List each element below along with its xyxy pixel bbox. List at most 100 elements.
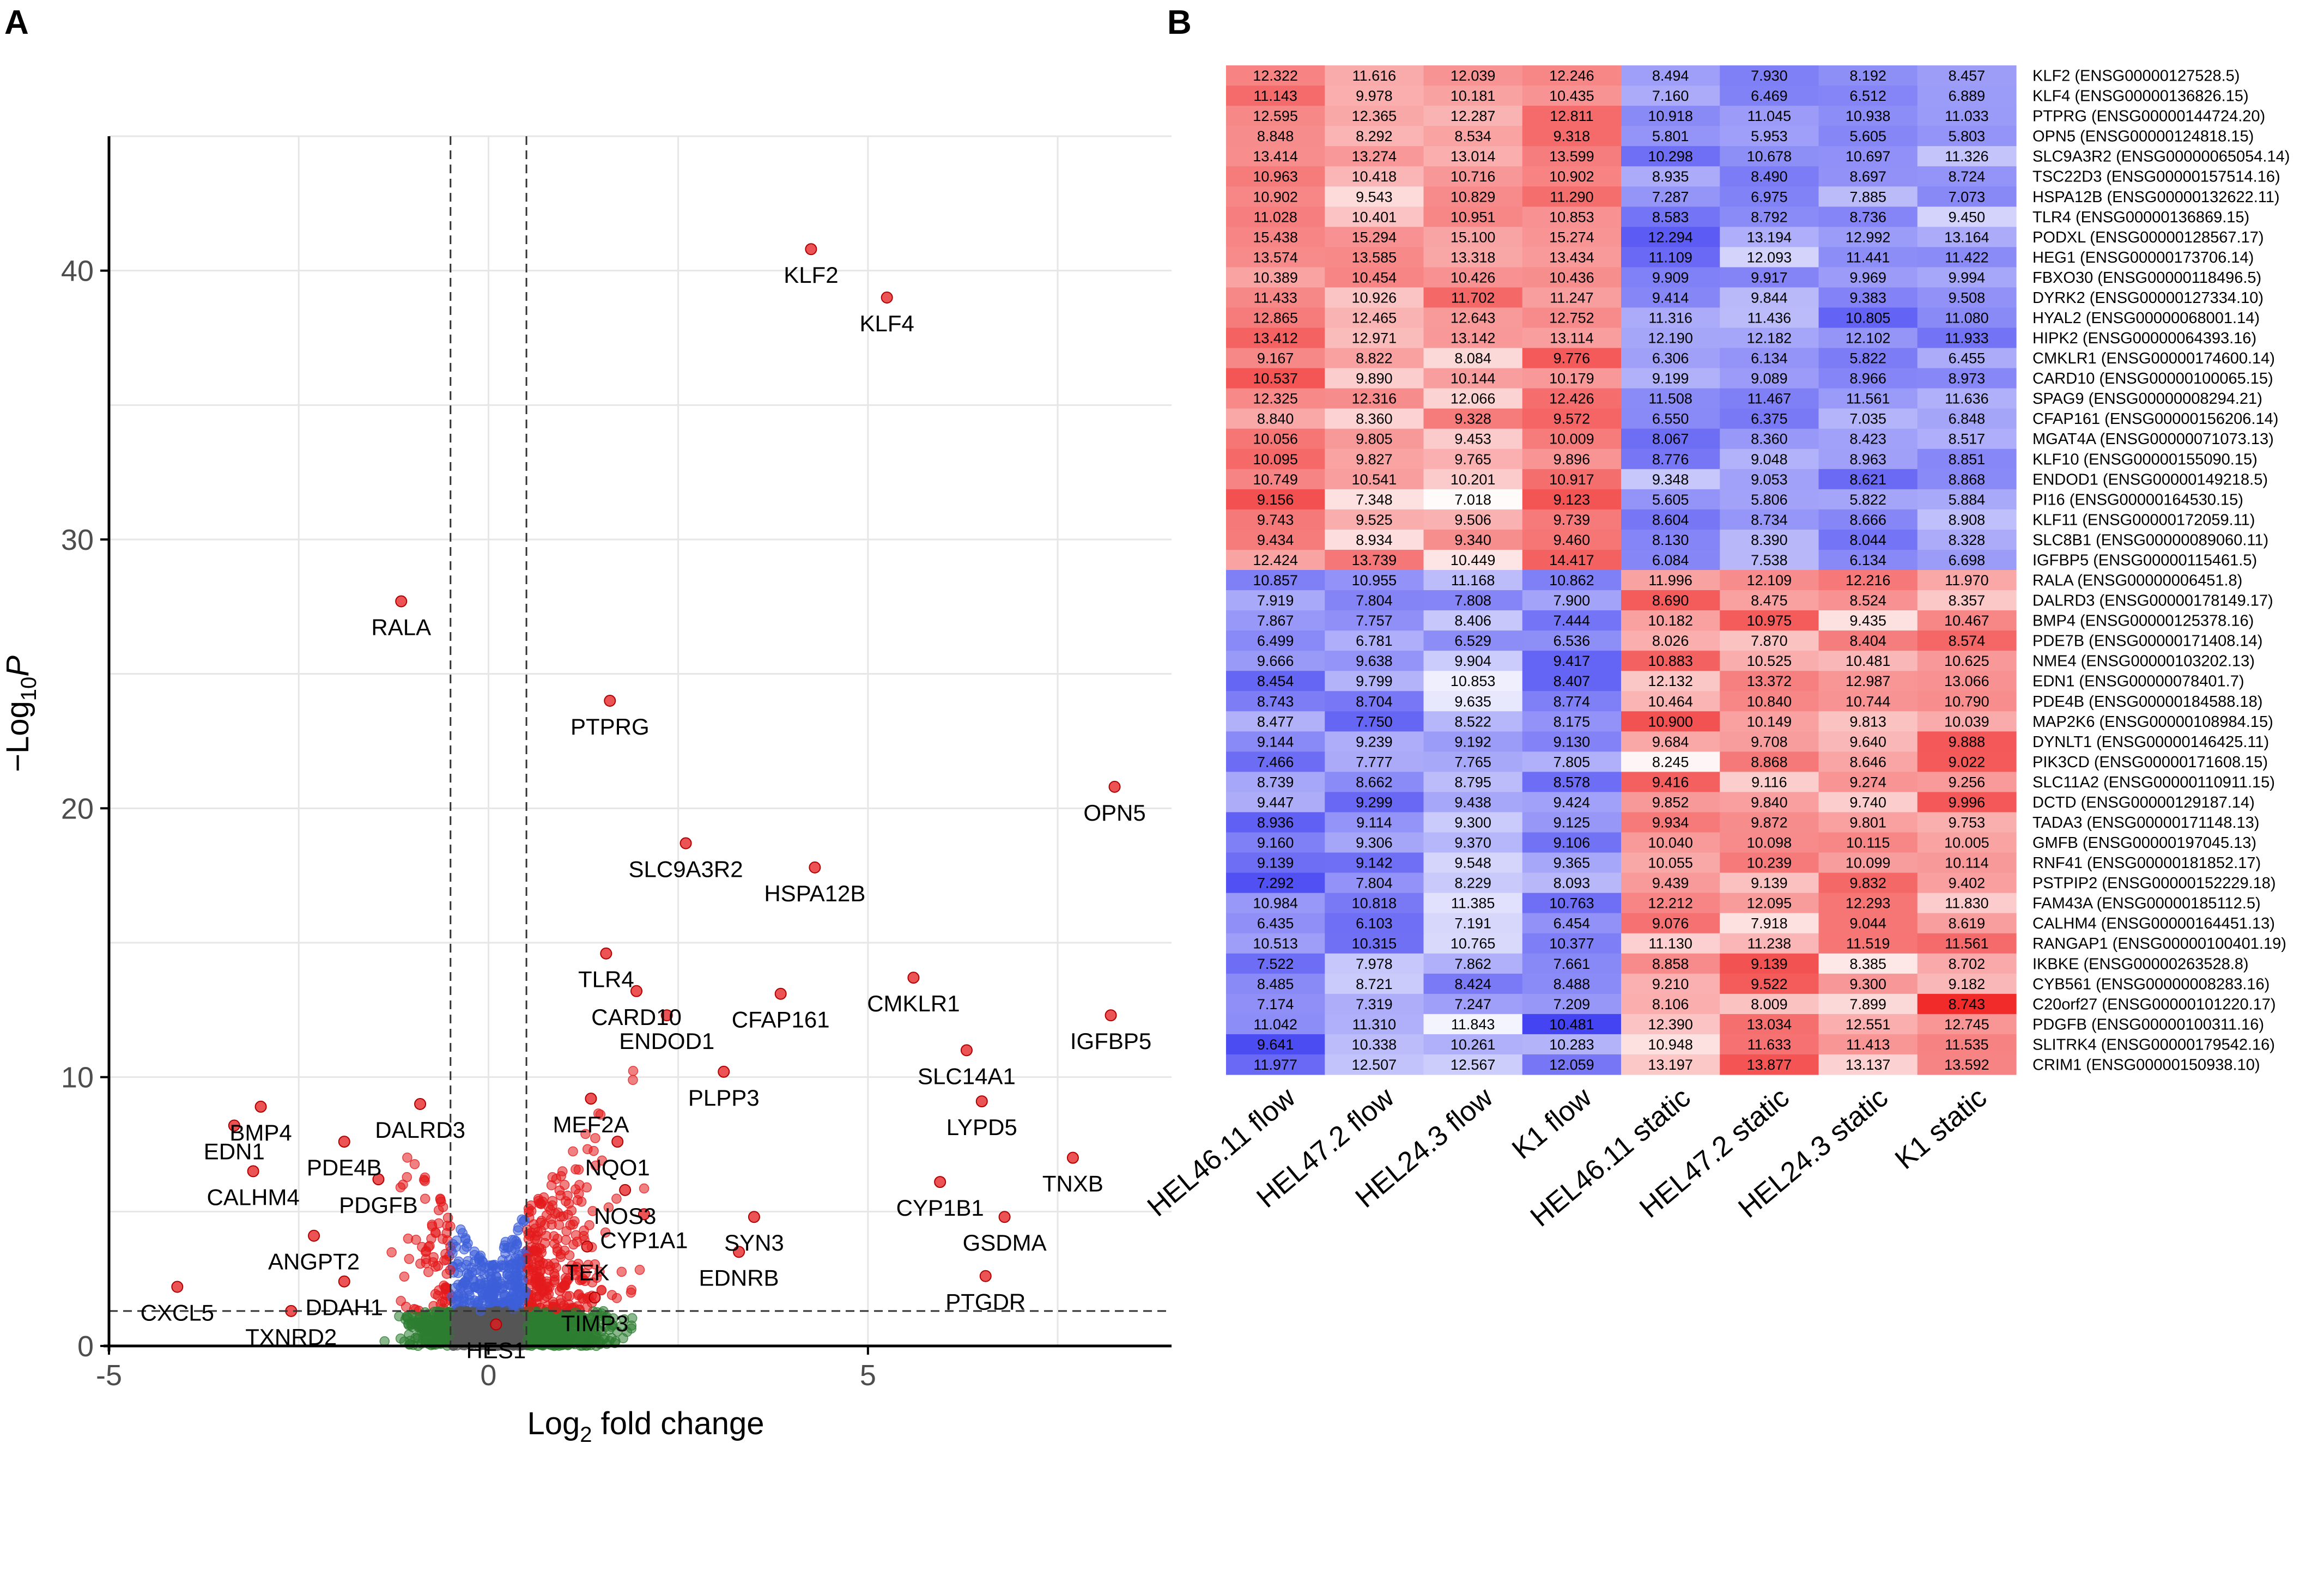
heatmap-cell-value: 7.808 <box>1454 592 1491 609</box>
heatmap-cell <box>1818 146 1918 167</box>
volcano-point <box>531 1266 542 1277</box>
heatmap-cell-value: 8.662 <box>1356 774 1393 790</box>
heatmap-cell-value: 13.194 <box>1747 229 1792 245</box>
heatmap-cell <box>1325 469 1424 490</box>
heatmap-cell-value: 5.884 <box>1949 492 1986 508</box>
heatmap-cell-value: 10.298 <box>1648 148 1693 165</box>
heatmap-cell-value: 9.142 <box>1356 855 1393 871</box>
heatmap-cell-value: 13.197 <box>1648 1057 1693 1073</box>
heatmap-cell-value: 12.212 <box>1648 895 1693 912</box>
volcano-point <box>626 1287 636 1298</box>
heatmap-cell <box>1917 348 2017 369</box>
heatmap-cell <box>1621 86 1720 106</box>
x-tick-label: 0 <box>480 1359 496 1392</box>
volcano-point <box>458 1291 469 1302</box>
heatmap-cell-value: 9.239 <box>1356 733 1393 750</box>
heatmap-row-label: PIK3CD (ENSG00000171608.15) <box>2032 754 2268 771</box>
heatmap-cell-value: 12.322 <box>1253 68 1298 84</box>
heatmap-row-label: TSC22D3 (ENSG00000157514.16) <box>2032 168 2280 186</box>
heatmap-cell <box>1423 207 1523 227</box>
heatmap-cell-value: 8.776 <box>1652 451 1689 468</box>
heatmap-cell-value: 11.413 <box>1846 1036 1890 1053</box>
heatmap-cell-value: 12.293 <box>1846 895 1891 912</box>
heatmap-cell-value: 6.375 <box>1751 411 1788 427</box>
heatmap-cell-value: 9.328 <box>1454 411 1491 427</box>
volcano-point <box>628 1075 638 1085</box>
heatmap-cell-value: 9.994 <box>1949 269 1986 286</box>
heatmap-cell-value: 12.551 <box>1846 1016 1891 1033</box>
heatmap-cell-value: 7.522 <box>1257 956 1294 972</box>
gene-label: EDN1 <box>204 1138 265 1164</box>
heatmap-cell-value: 10.857 <box>1253 572 1298 589</box>
heatmap-cell-value: 9.506 <box>1454 512 1491 528</box>
heatmap-cell-value: 12.182 <box>1747 330 1792 347</box>
heatmap-cell-value: 10.513 <box>1253 936 1298 952</box>
heatmap-row-label: FAM43A (ENSG00000185112.5) <box>2032 895 2261 912</box>
heatmap-cell <box>1325 287 1424 308</box>
heatmap-cell-value: 11.636 <box>1945 391 1989 407</box>
heatmap-cell-value: 12.325 <box>1253 391 1298 407</box>
heatmap-cell-value: 9.934 <box>1652 815 1689 831</box>
heatmap-cell-value: 10.283 <box>1549 1036 1594 1053</box>
volcano-point <box>559 1180 570 1190</box>
heatmap-cell <box>1621 186 1720 207</box>
heatmap-cell <box>1226 287 1325 308</box>
heatmap-cell <box>1325 267 1424 288</box>
gene-label: NOS3 <box>594 1203 656 1229</box>
heatmap-row-label: NME4 (ENSG00000103202.13) <box>2032 653 2255 670</box>
volcano-point <box>512 1291 523 1302</box>
volcano-point <box>539 1220 550 1230</box>
heatmap-cells <box>1226 65 2017 1075</box>
heatmap-cell-value: 10.201 <box>1451 471 1496 488</box>
heatmap-cell-value: 10.149 <box>1747 713 1792 730</box>
heatmap-cell <box>1720 186 1819 207</box>
labeled-gene-point <box>600 947 612 960</box>
heatmap-cell <box>1522 307 1622 329</box>
heatmap-cell-value: 12.426 <box>1549 391 1594 407</box>
heatmap-cell <box>1917 388 2017 409</box>
heatmap-row-label: CALHM4 (ENSG00000164451.13) <box>2032 915 2275 932</box>
volcano-point <box>420 1332 431 1343</box>
heatmap-cell-value: 12.039 <box>1451 68 1496 84</box>
heatmap-row-label: HSPA12B (ENSG00000132622.11) <box>2032 189 2280 206</box>
heatmap-row-label: ENDOD1 (ENSG00000149218.5) <box>2032 471 2268 488</box>
heatmap-cell <box>1818 327 1918 349</box>
heatmap-cell <box>1621 549 1720 571</box>
heatmap-cell-value: 15.100 <box>1451 229 1496 245</box>
heatmap-cell-value: 5.605 <box>1652 492 1689 508</box>
heatmap-row-label: SLITRK4 (ENSG00000179542.16) <box>2032 1036 2275 1053</box>
heatmap-cell <box>1720 327 1819 349</box>
heatmap-cell-value: 11.436 <box>1747 310 1792 326</box>
heatmap-cell-value: 9.739 <box>1554 512 1591 528</box>
gene-label: KLF2 <box>784 262 838 288</box>
volcano-point <box>435 1193 446 1204</box>
volcano-point <box>417 1242 427 1252</box>
heatmap-cell <box>1720 227 1819 247</box>
heatmap-cell-value: 10.853 <box>1451 673 1496 689</box>
heatmap-cell <box>1325 86 1424 106</box>
heatmap-cell-value: 8.522 <box>1454 713 1491 730</box>
heatmap-cell-value: 8.578 <box>1554 774 1591 790</box>
heatmap-cell-value: 8.848 <box>1257 128 1294 144</box>
heatmap-cell-value: 7.661 <box>1554 956 1591 972</box>
heatmap-cell-value: 10.955 <box>1352 572 1397 589</box>
labeled-gene-point <box>630 985 643 997</box>
heatmap-cell-value: 10.749 <box>1253 471 1298 488</box>
volcano-point <box>512 1270 523 1280</box>
heatmap-cell-value: 9.340 <box>1454 532 1491 548</box>
heatmap-cell-value: 9.156 <box>1257 492 1294 508</box>
heatmap-cell <box>1522 106 1622 126</box>
heatmap-cell-value: 10.818 <box>1352 895 1397 912</box>
heatmap-cell-value: 7.870 <box>1751 633 1788 649</box>
heatmap-cell-value: 10.951 <box>1451 209 1496 225</box>
heatmap-cell-value: 8.067 <box>1652 431 1689 447</box>
heatmap-cell <box>1423 388 1523 409</box>
heatmap-row-label: PTPRG (ENSG00000144724.20) <box>2032 108 2265 125</box>
heatmap-cell <box>1423 469 1523 490</box>
volcano-point <box>511 1311 521 1321</box>
heatmap-cell-value: 9.192 <box>1454 733 1491 750</box>
heatmap-cell <box>1325 65 1424 86</box>
heatmap: 12.322 11.616 12.039 12.246 8.494 7.930 8.192 8… <box>1142 65 2290 1233</box>
gene-label: CFAP161 <box>732 1007 830 1033</box>
